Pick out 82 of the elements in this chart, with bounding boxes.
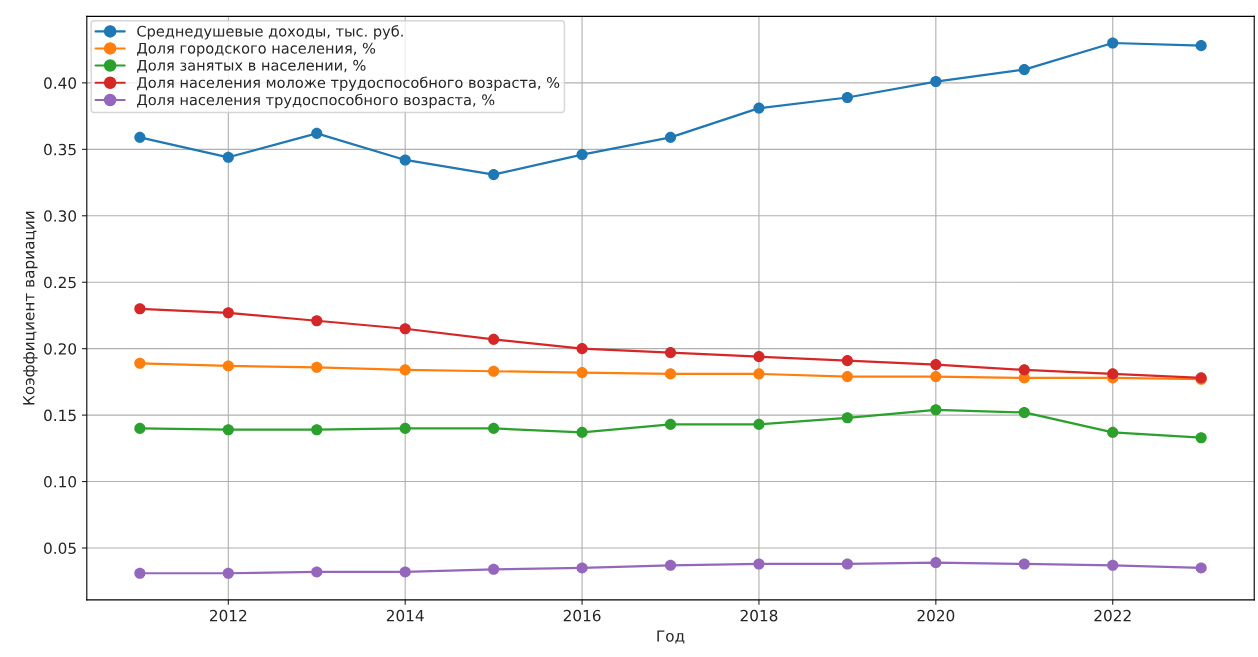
point [399, 323, 411, 335]
point [134, 303, 146, 315]
point [930, 557, 942, 569]
point [222, 424, 234, 436]
point [576, 562, 588, 574]
point [841, 355, 853, 367]
point [1195, 562, 1207, 574]
point [311, 127, 323, 139]
y-tick-label: 0.35 [44, 143, 76, 156]
x-tick-label: 2012 [209, 609, 247, 622]
point [488, 563, 500, 575]
y-tick-label: 0.15 [44, 409, 76, 422]
point [1107, 426, 1119, 438]
point [399, 154, 411, 166]
point [841, 558, 853, 570]
point [753, 368, 765, 380]
point [664, 347, 677, 359]
point [576, 343, 588, 355]
point [841, 91, 853, 104]
point [134, 422, 146, 434]
point [399, 422, 411, 434]
point [1107, 37, 1119, 49]
point [311, 424, 323, 436]
point [488, 422, 500, 434]
point [134, 567, 146, 579]
point [930, 404, 942, 416]
legend-label: Среднедушевые доходы, тыс. руб. [137, 25, 403, 40]
point [930, 359, 942, 371]
point [311, 361, 323, 373]
legend-label: Доля населения трудоспособного возраста, % [137, 93, 495, 109]
point [930, 371, 942, 383]
point [576, 426, 588, 438]
point [222, 151, 234, 163]
point [841, 371, 853, 383]
point [399, 566, 411, 578]
point [664, 559, 677, 571]
point [399, 364, 411, 376]
point [488, 365, 500, 377]
point [664, 418, 677, 430]
point [1195, 40, 1207, 52]
point [753, 351, 765, 363]
point [576, 367, 588, 379]
point [488, 169, 500, 181]
point [222, 567, 234, 579]
point [576, 149, 588, 161]
point [311, 566, 323, 578]
x-axis-title: Год [657, 630, 685, 644]
point [753, 558, 765, 570]
legend-label: Доля занятых в населении, % [137, 59, 366, 73]
point [664, 131, 677, 143]
x-tick-label: 2014 [386, 609, 424, 622]
point [1018, 406, 1030, 419]
point [753, 102, 765, 114]
y-tick-label: 0.25 [44, 276, 76, 289]
y-axis-title: Коэффициент вариации [23, 211, 38, 405]
x-tick-label: 2020 [917, 609, 955, 622]
point [1195, 432, 1207, 444]
y-tick-label: 0.10 [44, 476, 77, 488]
point [222, 360, 234, 372]
point [1018, 64, 1030, 76]
point [134, 357, 146, 369]
point [488, 333, 500, 345]
y-tick-label: 0.40 [44, 77, 77, 89]
point [1018, 558, 1030, 570]
point [753, 418, 765, 430]
point [841, 412, 853, 424]
point [222, 307, 234, 319]
point [930, 75, 942, 88]
legend-label: Доля городского населения, % [137, 42, 376, 57]
x-tick-label: 2022 [1094, 609, 1131, 622]
point [311, 315, 323, 327]
point [664, 368, 677, 380]
legend-label: Доля населения моложе трудоспособного возраста, % [137, 76, 560, 91]
point [1107, 559, 1119, 571]
point [1018, 364, 1030, 376]
y-tick-label: 0.20 [44, 343, 77, 355]
x-tick-label: 2016 [563, 609, 601, 622]
point [134, 131, 146, 143]
point [1107, 368, 1119, 380]
x-tick-label: 2018 [740, 609, 778, 622]
y-tick-label: 0.05 [44, 542, 76, 555]
y-tick-label: 0.30 [44, 210, 77, 222]
